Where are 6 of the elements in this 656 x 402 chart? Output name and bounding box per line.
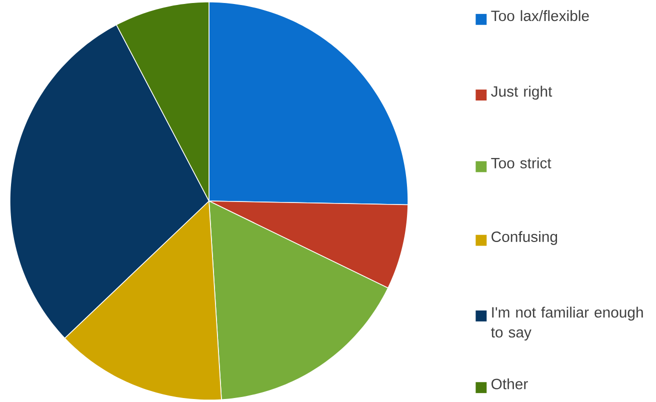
legend-label: Too strict <box>491 157 552 168</box>
legend-label: Other <box>492 378 528 390</box>
legend-label: I'm not familiar enough to say <box>491 306 643 340</box>
legend-label: Confusing <box>492 231 558 245</box>
legend-label: Just right <box>491 86 552 100</box>
legend-label: Too lax/flexible <box>491 10 589 22</box>
